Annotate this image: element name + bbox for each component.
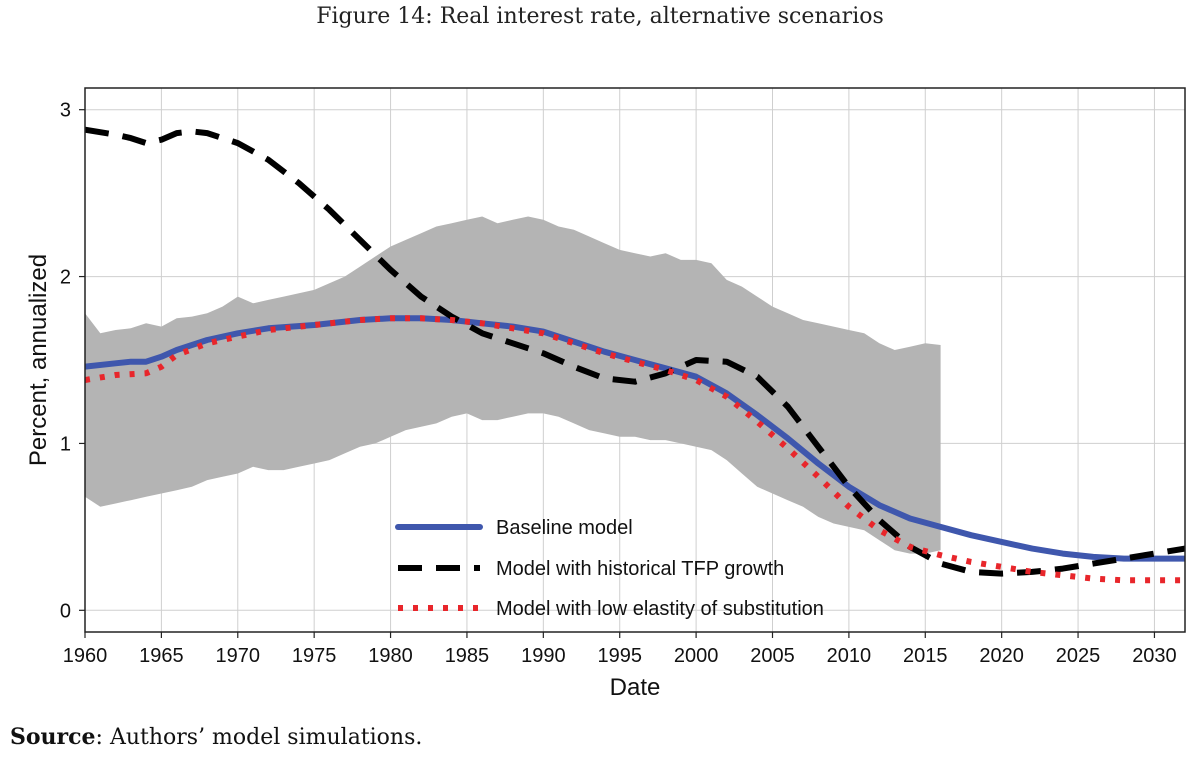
y-tick-label: 0 (60, 600, 71, 622)
x-axis-title: Date (610, 674, 661, 701)
x-tick-label: 2005 (750, 645, 795, 667)
x-tick-label: 2020 (979, 645, 1024, 667)
confidence-band-layer (85, 216, 941, 554)
source-label: Source (10, 724, 96, 750)
x-tick-label: 1990 (521, 645, 566, 667)
x-tick-label: 1985 (445, 645, 490, 667)
historical-tfp-series-line (85, 126, 1185, 577)
figure-title: Figure 14: Real interest rate, alternati… (316, 4, 884, 29)
legend-label: Baseline model (496, 517, 633, 539)
x-tick-label: 1970 (216, 645, 261, 667)
x-tick-label: 2030 (1132, 645, 1177, 667)
baseline-series-line (85, 315, 1185, 562)
series-layer (85, 126, 1185, 584)
y-tick-label: 1 (60, 433, 71, 455)
source-text: : Authors’ model simulations. (95, 725, 423, 750)
x-tick-label: 2025 (1056, 645, 1101, 667)
x-tick-label: 1995 (597, 645, 642, 667)
legend-label: Model with low elastity of substitution (496, 598, 824, 620)
legend: Baseline model Model with historical TFP … (395, 517, 824, 620)
x-tick-label: 1960 (63, 645, 108, 667)
plot-frame (84, 87, 1186, 633)
y-tick-label: 3 (60, 100, 71, 122)
legend-label: Model with historical TFP growth (496, 558, 784, 580)
x-tick-label: 2000 (674, 645, 719, 667)
y-axis-title: Percent, annualized (25, 254, 52, 466)
confidence-band (85, 216, 941, 554)
source-note: Source: Authors’ model simulations. (10, 724, 422, 750)
x-tick-label: 1980 (368, 645, 413, 667)
x-tick-label: 2015 (903, 645, 948, 667)
y-tick-label: 2 (60, 267, 71, 289)
x-tick-label: 2010 (827, 645, 872, 667)
x-tick-label: 1965 (139, 645, 184, 667)
x-tick-label: 1975 (292, 645, 337, 667)
axis-ticks: 1960 1965 1970 1975 1980 1985 1990 1995 2000 2005… (60, 100, 1177, 667)
